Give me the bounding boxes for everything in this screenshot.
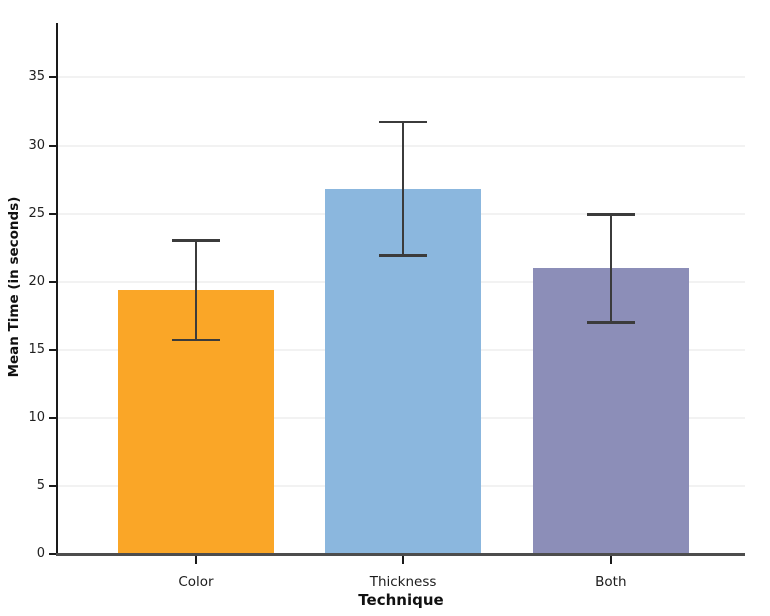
y-tick-label-30: 30 [28, 137, 45, 153]
error-bar-cap-top-both [586, 213, 635, 216]
y-axis-line [56, 23, 58, 554]
error-bar-cap-bottom-both [586, 321, 635, 324]
x-tick-label-thickness: Thickness [369, 574, 437, 590]
x-axis-title: Technique [358, 591, 444, 609]
gridline-y-30 [58, 144, 745, 147]
y-tick-mark-10 [49, 416, 57, 419]
x-tick-mark-color [194, 556, 197, 564]
y-tick-mark-35 [49, 76, 57, 79]
y-tick-label-20: 20 [28, 273, 45, 289]
x-tick-label-both: Both [595, 574, 627, 590]
y-tick-mark-5 [49, 484, 57, 487]
plot-area: 0 5 10 15 20 25 30 35 Color Thickness Both [28, 23, 745, 590]
y-tick-label-10: 10 [28, 409, 45, 425]
error-bar-cap-top-thickness [379, 120, 428, 124]
error-bar-line-thickness [402, 122, 405, 256]
y-tick-mark-30 [49, 144, 57, 147]
x-tick-mark-both [609, 556, 612, 564]
y-tick-mark-15 [49, 348, 57, 351]
x-tick-mark-thickness [402, 556, 405, 564]
error-bar-line-color [194, 240, 197, 341]
y-tick-mark-25 [49, 212, 57, 215]
y-tick-label-15: 15 [28, 341, 45, 357]
error-bar-line-both [609, 215, 612, 323]
y-tick-label-25: 25 [28, 205, 45, 221]
y-tick-mark-20 [49, 280, 57, 283]
x-axis-line [56, 553, 745, 556]
y-tick-label-5: 5 [36, 477, 45, 493]
error-bar-cap-top-color [171, 239, 220, 242]
gridline-y-35 [58, 76, 745, 79]
y-tick-label-0: 0 [36, 546, 45, 561]
y-tick-mark-0 [49, 553, 57, 555]
y-tick-label-35: 35 [28, 69, 45, 85]
error-bar-cap-bottom-color [171, 338, 220, 342]
error-bar-cap-bottom-thickness [379, 254, 428, 257]
x-tick-label-color: Color [178, 574, 214, 590]
